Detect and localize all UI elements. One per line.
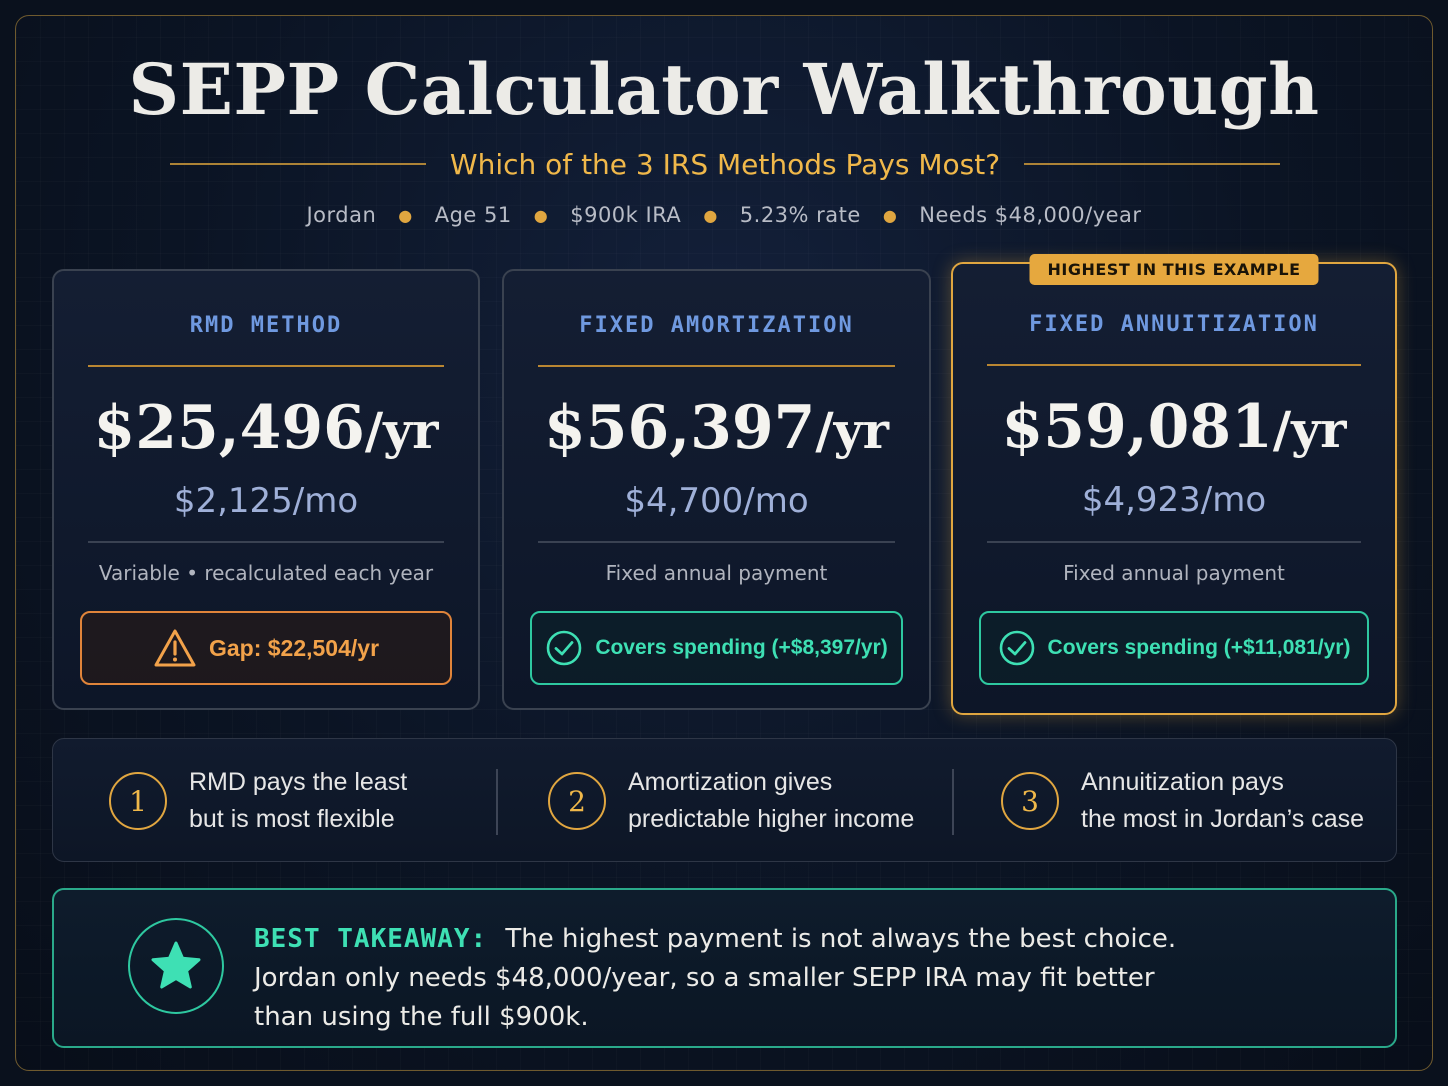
takeaway-text: BEST TAKEAWAY: The highest payment is no… bbox=[254, 920, 1254, 1037]
takeaway-line: than using the full $900k. bbox=[254, 1002, 589, 1032]
step-number: 2 bbox=[548, 772, 606, 830]
status-text: Gap: $22,504/yr bbox=[208, 634, 380, 661]
card-divider bbox=[88, 541, 444, 543]
step-number: 3 bbox=[1001, 772, 1059, 830]
subtitle-rule-left bbox=[170, 163, 426, 165]
card-divider bbox=[538, 365, 895, 367]
summary-steps: 1 RMD pays the least but is most flexibl… bbox=[52, 738, 1397, 862]
card-description: Fixed annual payment bbox=[1063, 561, 1285, 585]
card-title: RMD METHOD bbox=[189, 313, 343, 338]
bullet-dot: ● bbox=[533, 205, 549, 225]
step-item: 2 Amortization gives predictable higher … bbox=[548, 739, 914, 863]
annual-amount: $56,397/yr bbox=[543, 393, 890, 463]
status-badge: Covers spending (+$11,081/yr) bbox=[979, 611, 1369, 685]
card-description: Fixed annual payment bbox=[605, 561, 828, 585]
card-divider bbox=[987, 541, 1361, 543]
step-divider bbox=[952, 769, 954, 835]
takeaway-line: The highest payment is not always the be… bbox=[505, 924, 1177, 954]
status-text: Covers spending (+$8,397/yr) bbox=[595, 636, 888, 659]
bullet-dot: ● bbox=[398, 205, 413, 225]
takeaway-line: Jordan only needs $48,000/year, so a sma… bbox=[254, 963, 1155, 993]
monthly-amount: $4,923/mo bbox=[1081, 480, 1267, 520]
profile-name: Jordan bbox=[306, 203, 377, 227]
step-item: 3 Annuitization pays the most in Jordan’… bbox=[1001, 739, 1364, 863]
status-badge: Gap: $22,504/yr bbox=[80, 611, 452, 685]
status-badge: Covers spending (+$8,397/yr) bbox=[530, 611, 903, 685]
profile-needs: Needs $48,000/year bbox=[919, 203, 1142, 227]
card-divider bbox=[88, 365, 444, 367]
takeaway-label: BEST TAKEAWAY: bbox=[254, 924, 488, 954]
profile-rate: 5.23% rate bbox=[739, 203, 861, 227]
annual-amount: $25,496/yr bbox=[93, 393, 439, 463]
profile-age: Age 51 bbox=[434, 203, 512, 227]
method-card-fixed-annuitization: HIGHEST IN THIS EXAMPLE FIXED ANNUITIZAT… bbox=[951, 254, 1397, 715]
star-icon bbox=[151, 941, 201, 989]
method-card-fixed-amortization: FIXED AMORTIZATION $56,397/yr $4,700/mo … bbox=[502, 269, 931, 710]
status-text: Covers spending (+$11,081/yr) bbox=[1047, 636, 1351, 659]
bullet-dot: ● bbox=[882, 205, 898, 225]
monthly-amount: $2,125/mo bbox=[173, 481, 359, 521]
step-divider bbox=[496, 769, 498, 835]
check-circle-icon bbox=[999, 630, 1034, 666]
profile-ira: $900k IRA bbox=[570, 203, 682, 227]
warning-triangle-icon bbox=[154, 629, 196, 667]
card-divider bbox=[538, 541, 895, 543]
card-divider bbox=[987, 364, 1361, 366]
card-title: FIXED ANNUITIZATION bbox=[1029, 312, 1319, 337]
step-text: Amortization gives predictable higher in… bbox=[628, 768, 915, 833]
method-card-rmd: RMD METHOD $25,496/yr $2,125/mo Variable… bbox=[52, 269, 480, 710]
step-text: RMD pays the least but is most flexible bbox=[189, 768, 408, 833]
bullet-dot: ● bbox=[703, 205, 718, 225]
page-title: SEPP Calculator Walkthrough bbox=[128, 48, 1320, 131]
subtitle: Which of the 3 IRS Methods Pays Most? bbox=[449, 147, 1001, 181]
card-description: Variable • recalculated each year bbox=[98, 561, 434, 585]
step-text: Annuitization pays the most in Jordan’s … bbox=[1081, 768, 1365, 833]
takeaway-icon-ring bbox=[128, 918, 224, 1014]
profile-summary: Jordan ● Age 51 ● $900k IRA ● 5.23% rate… bbox=[0, 200, 1448, 230]
best-takeaway-panel: BEST TAKEAWAY: The highest payment is no… bbox=[52, 888, 1397, 1048]
subtitle-row: Which of the 3 IRS Methods Pays Most? bbox=[170, 146, 1280, 182]
highest-badge: HIGHEST IN THIS EXAMPLE bbox=[1029, 254, 1319, 285]
check-circle-icon bbox=[547, 630, 582, 666]
annual-amount: $59,081/yr bbox=[1001, 392, 1347, 462]
subtitle-rule-right bbox=[1024, 163, 1280, 165]
step-number: 1 bbox=[109, 772, 167, 830]
card-title: FIXED AMORTIZATION bbox=[579, 313, 854, 338]
monthly-amount: $4,700/mo bbox=[624, 481, 809, 521]
step-item: 1 RMD pays the least but is most flexibl… bbox=[109, 739, 407, 863]
